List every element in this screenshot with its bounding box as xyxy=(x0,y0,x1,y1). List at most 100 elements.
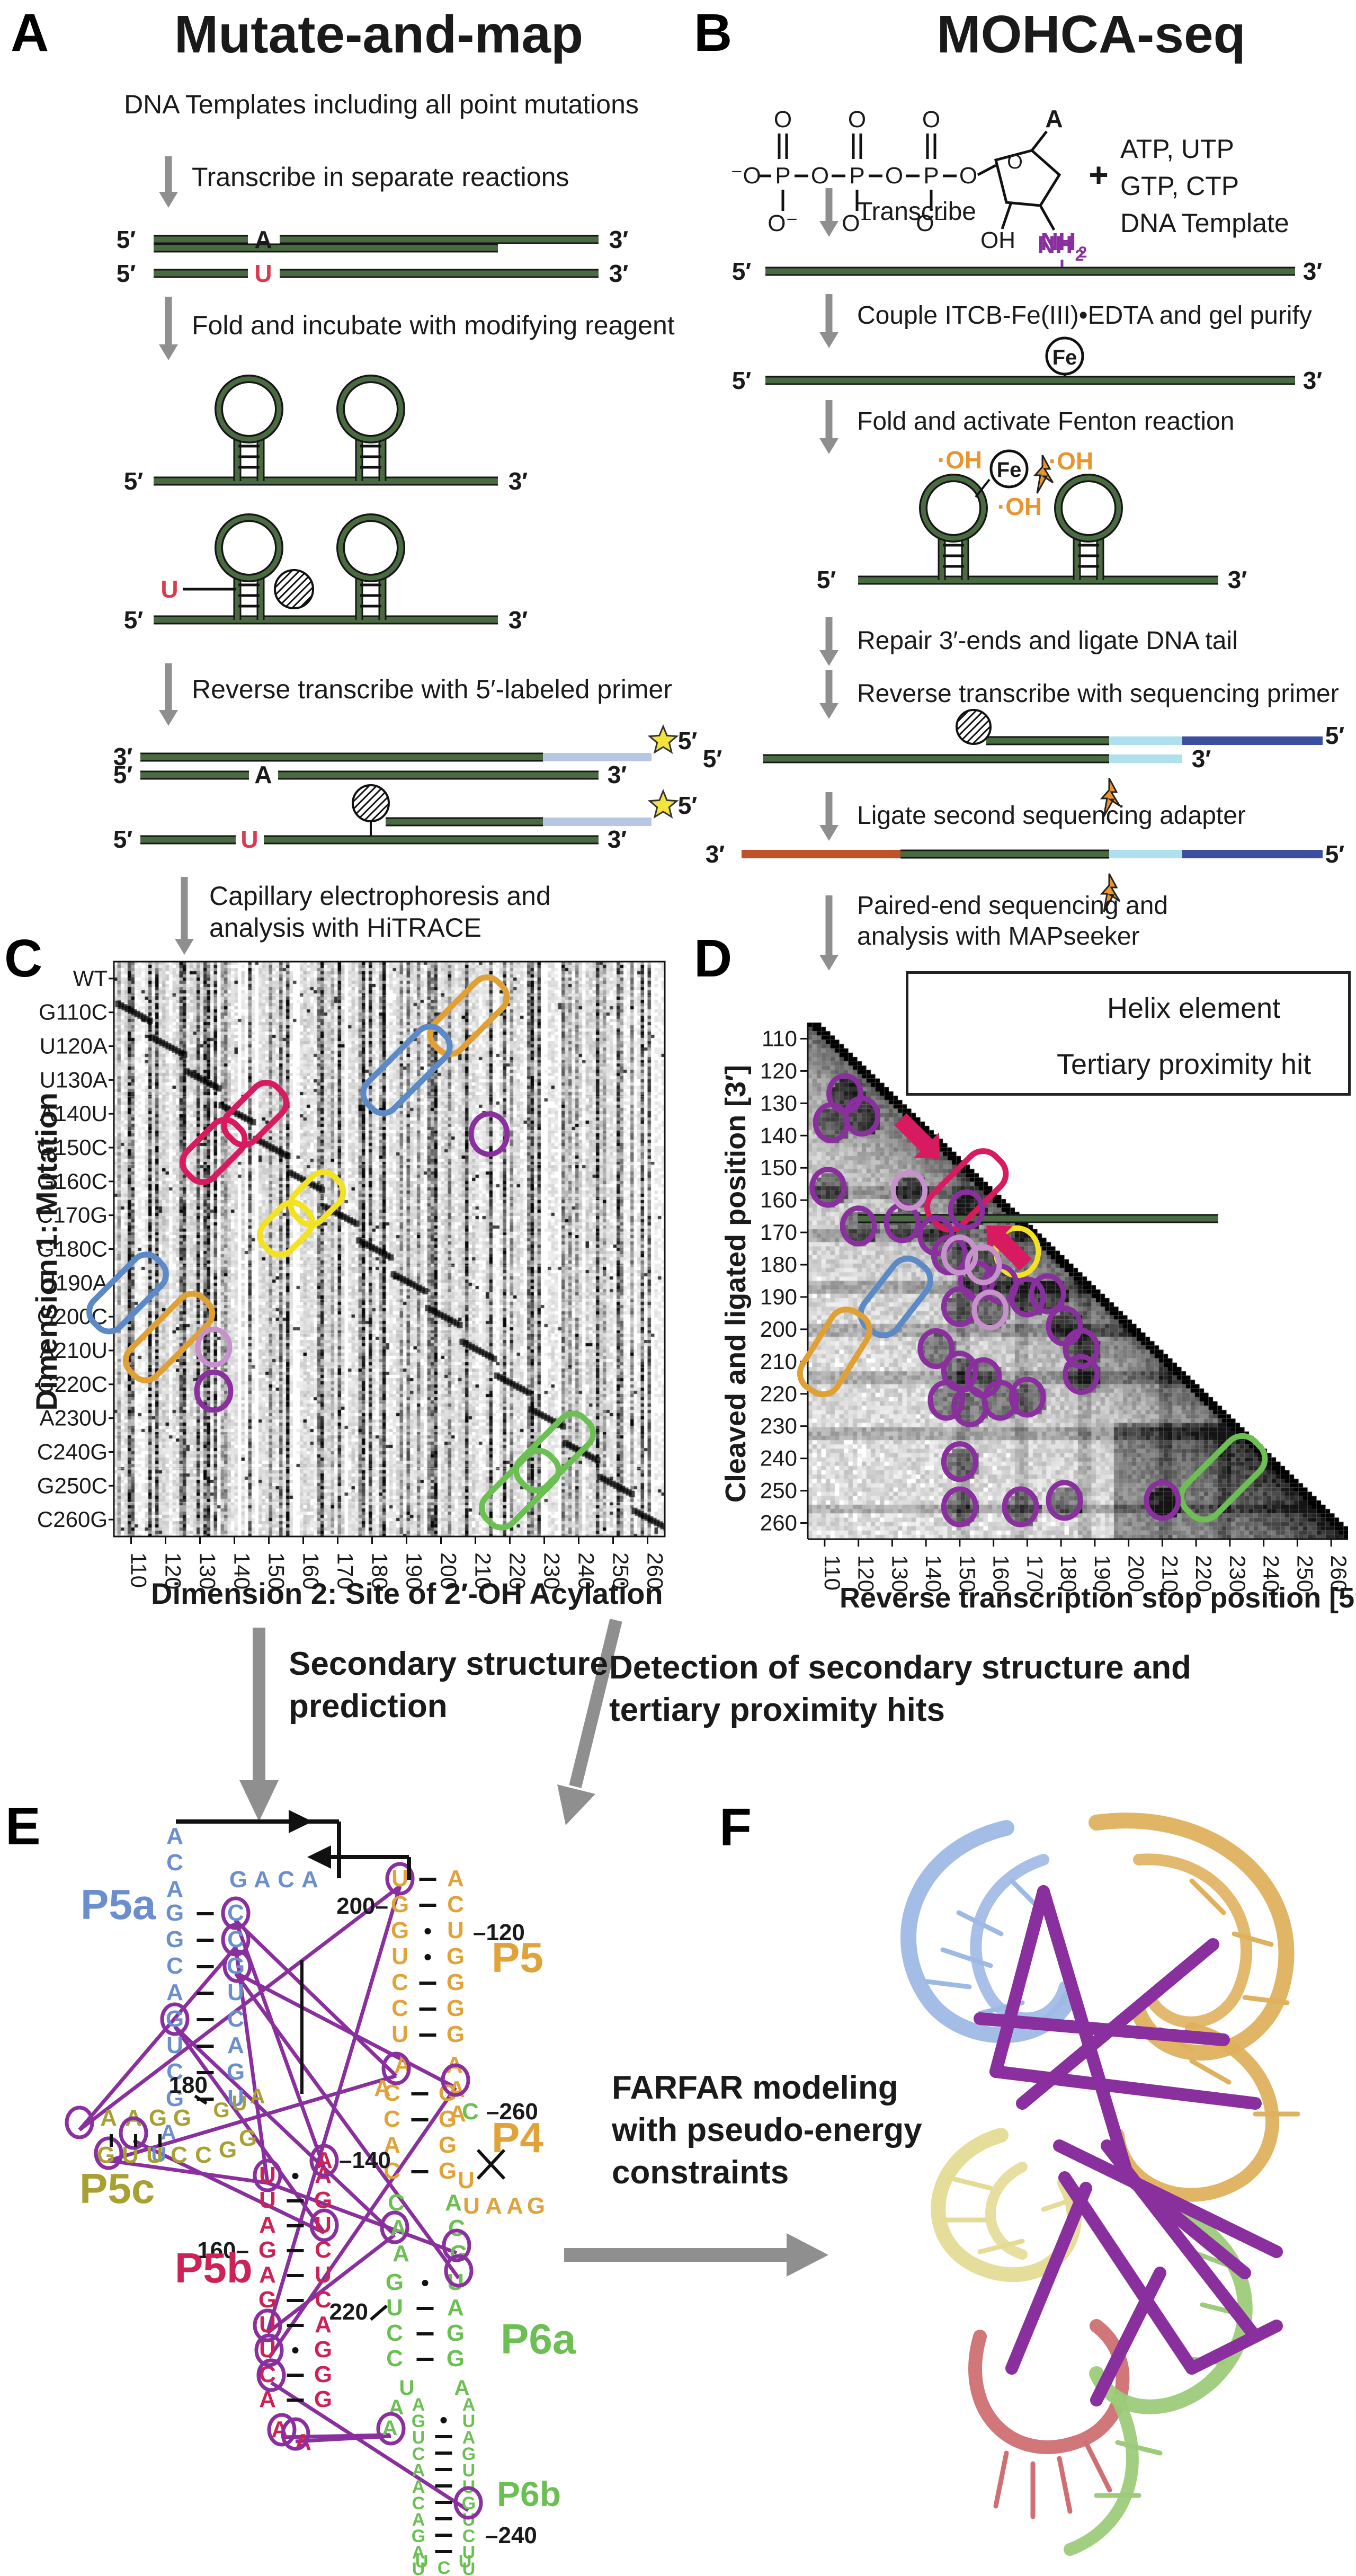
nucleotide: U xyxy=(462,2411,476,2431)
tertiary-hit-annotation xyxy=(843,1096,880,1137)
nucleotide: G xyxy=(166,2006,184,2032)
diagram-text: 3′ xyxy=(1303,257,1323,285)
base-stick xyxy=(956,1910,1004,1937)
legend-tertiary-label: Tertiary proximity hit xyxy=(1057,1049,1312,1080)
hairpin-loop xyxy=(338,515,404,581)
noncanonical-pair-dot xyxy=(292,2173,299,2179)
diagram-text: ·OH xyxy=(1049,447,1093,475)
nucleotide: A xyxy=(506,2193,523,2219)
tertiary-hit-annotation xyxy=(1009,1276,1046,1318)
tertiary-hit-circle xyxy=(376,2412,406,2446)
flow-left-line1: Secondary structure xyxy=(289,1646,608,1682)
nucleotide: A xyxy=(250,2085,265,2108)
diagram-text: P xyxy=(849,163,864,189)
helix-annotation xyxy=(122,1291,216,1383)
c-row-label: G160C xyxy=(37,1169,108,1194)
c-row-label: A230U xyxy=(40,1406,108,1431)
nucleotide: C xyxy=(166,1953,183,1979)
nucleotide: C xyxy=(227,1900,244,1926)
c-x-tick-label: 160 xyxy=(299,1552,324,1589)
tertiary-contact-line xyxy=(281,2433,390,2439)
c-x-tick-label: 250 xyxy=(609,1552,634,1589)
c-x-tick-label: 130 xyxy=(195,1552,220,1589)
d-x-tick-label: 130 xyxy=(887,1555,912,1592)
tertiary-hit-annotation xyxy=(1002,1486,1039,1527)
step-arrow-head xyxy=(159,192,178,208)
diagram-text: 5′ xyxy=(678,727,698,754)
nucleotide: U xyxy=(315,2212,332,2238)
d-x-tick-label: 190 xyxy=(1090,1555,1115,1592)
tertiary-hit-annotation xyxy=(195,1326,233,1368)
tertiary-hit-circle xyxy=(444,2254,474,2288)
chem-bond xyxy=(1039,205,1056,231)
legend-box xyxy=(906,971,1351,1096)
tertiary-hit-circle xyxy=(441,2063,470,2097)
panel-a-step4b: analysis with HiTRACE xyxy=(209,913,482,943)
diagram-text: 3′ xyxy=(113,743,133,770)
nucleotide: A xyxy=(259,2212,276,2238)
diagram-text: 3′ xyxy=(609,260,629,287)
nucleotide: G xyxy=(447,1995,465,2021)
nucleotide: G xyxy=(439,2132,457,2158)
nucleotide: G xyxy=(166,2085,184,2111)
diagram-text: P xyxy=(775,163,790,189)
nucleotide: A xyxy=(382,2417,398,2440)
constraint-rod xyxy=(1053,2139,1283,2258)
diagram-text: 5′ xyxy=(113,761,133,788)
farfar-arrow-shaft xyxy=(564,2248,787,2262)
step-arrow-head xyxy=(819,955,838,971)
diagram-text: 5′ xyxy=(117,226,136,253)
nucleotide: G xyxy=(314,2337,332,2362)
panel-c-label: C xyxy=(4,929,43,988)
nucleotide: C xyxy=(227,1926,244,1952)
d-x-tick-label: 120 xyxy=(854,1555,879,1592)
tertiary-contact-line xyxy=(132,2138,325,2235)
diagram-text: O xyxy=(959,163,977,189)
constraint-rod xyxy=(1090,2267,1166,2406)
hairpin-loop xyxy=(338,376,404,442)
diagram-text: + xyxy=(1089,156,1108,194)
base-stick xyxy=(1115,2440,1163,2456)
step-arrow-head xyxy=(159,344,178,360)
base-stick xyxy=(1232,1931,1274,1947)
nucleotide: A xyxy=(462,2395,476,2415)
nucleotide: A xyxy=(447,1866,464,1891)
nucleotide: A xyxy=(454,2376,470,2400)
d-y-tick-label: 230 xyxy=(760,1414,797,1438)
helix-name-label: P5a xyxy=(81,1881,156,1928)
nucleotide: G xyxy=(258,2237,276,2263)
c-row-label: A140U xyxy=(40,1101,108,1126)
step-arrow-head xyxy=(175,939,194,955)
noncanonical-pair-dot xyxy=(440,2417,447,2423)
rna-3d-model xyxy=(900,1813,1300,2556)
diagram-text: O xyxy=(774,106,792,132)
tertiary-contact-line xyxy=(270,2381,469,2512)
nucleotide: G xyxy=(166,1900,184,1926)
tertiary-hit-annotation xyxy=(194,1369,234,1413)
chem-bond xyxy=(1031,130,1048,152)
nucleotide: A xyxy=(100,2105,117,2131)
nucleotide: A xyxy=(412,2477,425,2497)
nucleotide: C xyxy=(462,2099,479,2125)
nucleotide: U xyxy=(232,2092,247,2115)
step-arrow-head xyxy=(819,650,838,666)
d-x-tick-label: 250 xyxy=(1292,1555,1317,1592)
base-stick xyxy=(1041,2196,1078,2212)
diagram-text: 3′ xyxy=(508,467,528,495)
constraint-rod xyxy=(1185,2320,1283,2375)
nucleotide: G xyxy=(447,2320,465,2346)
nucleotide: G xyxy=(439,2158,457,2184)
nucleotide: G xyxy=(314,2386,332,2412)
constraint-rod xyxy=(989,2065,1262,2110)
c-x-tick-label: 260 xyxy=(643,1552,668,1589)
base-stick xyxy=(940,1947,993,1968)
helix-annotation xyxy=(479,1447,561,1531)
nucleotide: U xyxy=(391,1866,408,1891)
panel-b-step1: Transcribe xyxy=(857,198,976,226)
flow-right-line1: Detection of secondary structure and xyxy=(609,1649,1192,1686)
d-y-tick-label: 260 xyxy=(760,1511,797,1535)
diagram-text: 3′ xyxy=(706,840,725,868)
nucleotide: C xyxy=(386,2320,403,2346)
tertiary-hit-annotation xyxy=(1029,1273,1066,1314)
